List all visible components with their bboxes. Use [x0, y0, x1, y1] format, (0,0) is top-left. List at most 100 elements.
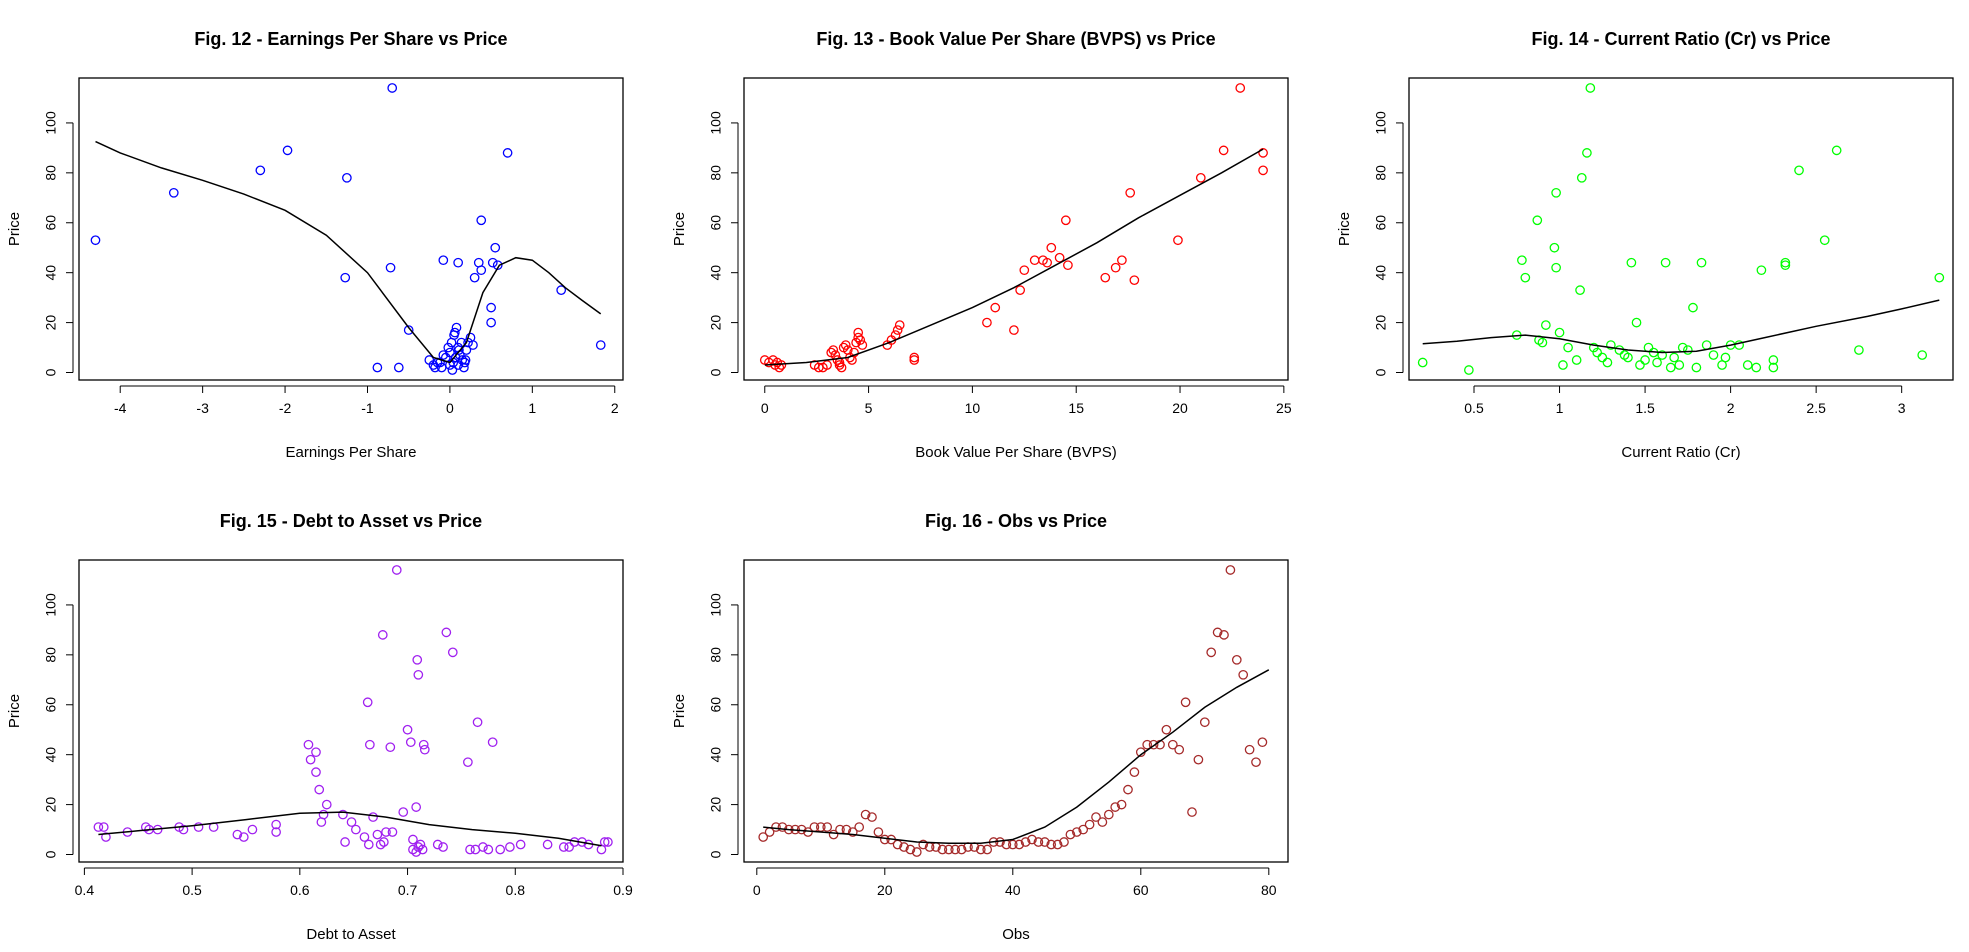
data-point	[417, 844, 428, 855]
data-point	[1060, 215, 1071, 226]
data-point	[857, 340, 868, 350]
data-point	[1027, 834, 1037, 845]
data-point	[1084, 819, 1095, 830]
y-tick-label: 100	[1373, 111, 1389, 135]
y-tick-label: 20	[43, 797, 59, 813]
data-point	[1097, 817, 1108, 827]
data-point	[1195, 172, 1206, 183]
y-tick-label: 60	[43, 215, 59, 231]
data-point	[460, 355, 471, 365]
data-point	[1742, 360, 1753, 370]
data-point	[438, 255, 449, 266]
data-point	[1063, 260, 1073, 271]
chart-title: Fig. 12 - Earnings Per Share vs Price	[194, 29, 507, 49]
x-tick-label: 0.5	[1464, 400, 1484, 416]
data-point	[1551, 262, 1561, 273]
data-point	[1015, 285, 1026, 295]
data-point	[911, 847, 922, 857]
data-point	[1039, 837, 1050, 847]
data-point	[834, 360, 845, 370]
data-point	[1174, 744, 1185, 755]
y-tick-label: 20	[708, 797, 724, 813]
data-point	[321, 799, 332, 810]
data-point	[1768, 362, 1779, 373]
data-point	[542, 839, 553, 850]
y-tick-label: 60	[1373, 215, 1389, 231]
x-axis-label: Book Value Per Share (BVPS)	[915, 444, 1117, 461]
x-tick-label: 1	[528, 400, 536, 416]
y-tick-label: 100	[43, 111, 59, 135]
data-point	[178, 824, 189, 835]
chart-title: Fig. 15 - Debt to Asset vs Price	[220, 511, 482, 531]
data-point	[1187, 807, 1197, 817]
data-point	[411, 847, 422, 857]
data-point	[990, 302, 1001, 313]
data-point	[1257, 737, 1268, 748]
data-point	[490, 242, 501, 253]
data-point	[1100, 272, 1111, 283]
data-point	[1116, 799, 1127, 810]
y-tick-label: 60	[708, 215, 724, 231]
y-axis-label: Price	[671, 694, 688, 728]
data-point	[255, 165, 266, 176]
data-point	[1602, 357, 1613, 368]
data-point	[232, 829, 243, 840]
data-point	[403, 325, 414, 335]
x-axis-label: Earnings Per Share	[286, 444, 417, 461]
data-point	[443, 342, 454, 353]
data-point	[362, 697, 373, 708]
x-tick-label: 3	[1898, 400, 1906, 416]
data-point	[476, 265, 487, 276]
y-axis-label: Price	[671, 212, 688, 246]
chart-title: Fig. 13 - Book Value Per Share (BVPS) vs…	[816, 29, 1215, 49]
data-point	[1780, 257, 1791, 268]
y-axis-label: Price	[6, 694, 23, 728]
x-tick-label: -2	[279, 400, 292, 416]
data-point	[468, 340, 478, 350]
data-point	[447, 647, 458, 658]
data-point	[375, 839, 386, 850]
y-tick-label: 60	[43, 697, 59, 713]
data-point	[1831, 145, 1842, 156]
y-tick-label: 80	[708, 165, 724, 181]
data-point	[453, 257, 464, 268]
data-point	[1751, 362, 1762, 373]
data-point	[495, 844, 506, 855]
y-axis-label: Price	[6, 212, 23, 246]
data-point	[487, 737, 498, 748]
data-point	[1794, 165, 1804, 176]
data-point	[828, 829, 839, 840]
data-point	[463, 757, 473, 768]
data-point	[771, 822, 781, 832]
x-axis-label: Debt to Asset	[306, 926, 396, 943]
data-point	[1244, 744, 1255, 755]
x-tick-label: 5	[865, 400, 873, 416]
data-point	[1167, 739, 1178, 750]
data-point	[454, 345, 464, 355]
data-point	[193, 822, 204, 832]
x-tick-label: 10	[965, 400, 981, 416]
data-point	[1549, 242, 1560, 253]
data-point	[391, 565, 402, 575]
x-tick-label: 1.5	[1635, 400, 1655, 416]
plot-frame	[78, 77, 624, 381]
data-point	[387, 827, 398, 837]
data-point	[1125, 187, 1136, 198]
data-point	[1554, 327, 1565, 338]
data-point	[402, 724, 413, 735]
smooth-trend-line	[95, 140, 602, 364]
data-point	[1103, 809, 1114, 820]
data-point	[387, 83, 398, 93]
data-point	[1148, 739, 1159, 750]
data-point	[1042, 257, 1052, 268]
data-point	[982, 844, 993, 855]
data-point	[558, 842, 569, 852]
data-point	[385, 262, 396, 273]
data-point	[1708, 350, 1719, 360]
data-point	[1541, 320, 1551, 330]
data-point	[956, 844, 967, 855]
data-point	[1768, 355, 1779, 365]
data-point	[1532, 215, 1543, 226]
data-point	[1635, 360, 1645, 370]
